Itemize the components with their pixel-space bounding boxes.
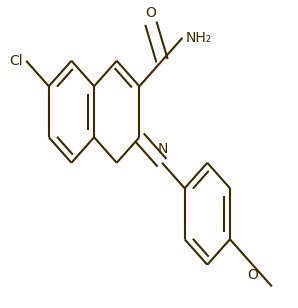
Text: Cl: Cl (10, 54, 23, 68)
Text: NH₂: NH₂ (185, 31, 212, 45)
Text: O: O (145, 6, 156, 20)
Text: N: N (158, 142, 168, 156)
Text: O: O (247, 268, 258, 282)
